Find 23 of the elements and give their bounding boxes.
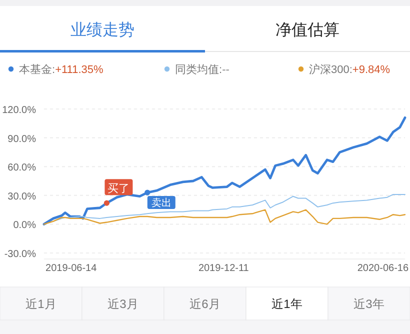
text: 近6月: [190, 297, 220, 311]
annotation: 买了: [108, 183, 130, 196]
legend-label: 本基金:+111.35%: [19, 63, 104, 76]
text: 近3月: [108, 297, 138, 311]
text: 近1月: [26, 297, 56, 311]
legend-label: 沪深300:+9.84%: [309, 63, 390, 76]
text: 业绩走势: [70, 21, 134, 39]
legend-label: 同类均值:--: [175, 63, 230, 76]
text: 近3年: [354, 297, 384, 311]
y-tick-label: 0.0%: [13, 220, 36, 232]
text: 净值估算: [276, 21, 340, 39]
line-series: [43, 209, 406, 225]
x-tick-label: 2019-06-14: [46, 263, 98, 274]
line-series: [42, 116, 406, 226]
y-tick-label: 30.0%: [8, 191, 36, 202]
y-tick-label: 120.0%: [2, 105, 36, 116]
x-tick-label: 2020-06-16: [357, 263, 409, 274]
x-tick-label: 2019-12-11: [198, 263, 250, 274]
y-tick-label: 90.0%: [8, 134, 36, 145]
y-tick-label: 60.0%: [8, 162, 36, 174]
y-tick-label: -30.0%: [4, 249, 36, 260]
text: 近1年: [272, 297, 302, 311]
annotation: 卖出: [151, 197, 172, 210]
